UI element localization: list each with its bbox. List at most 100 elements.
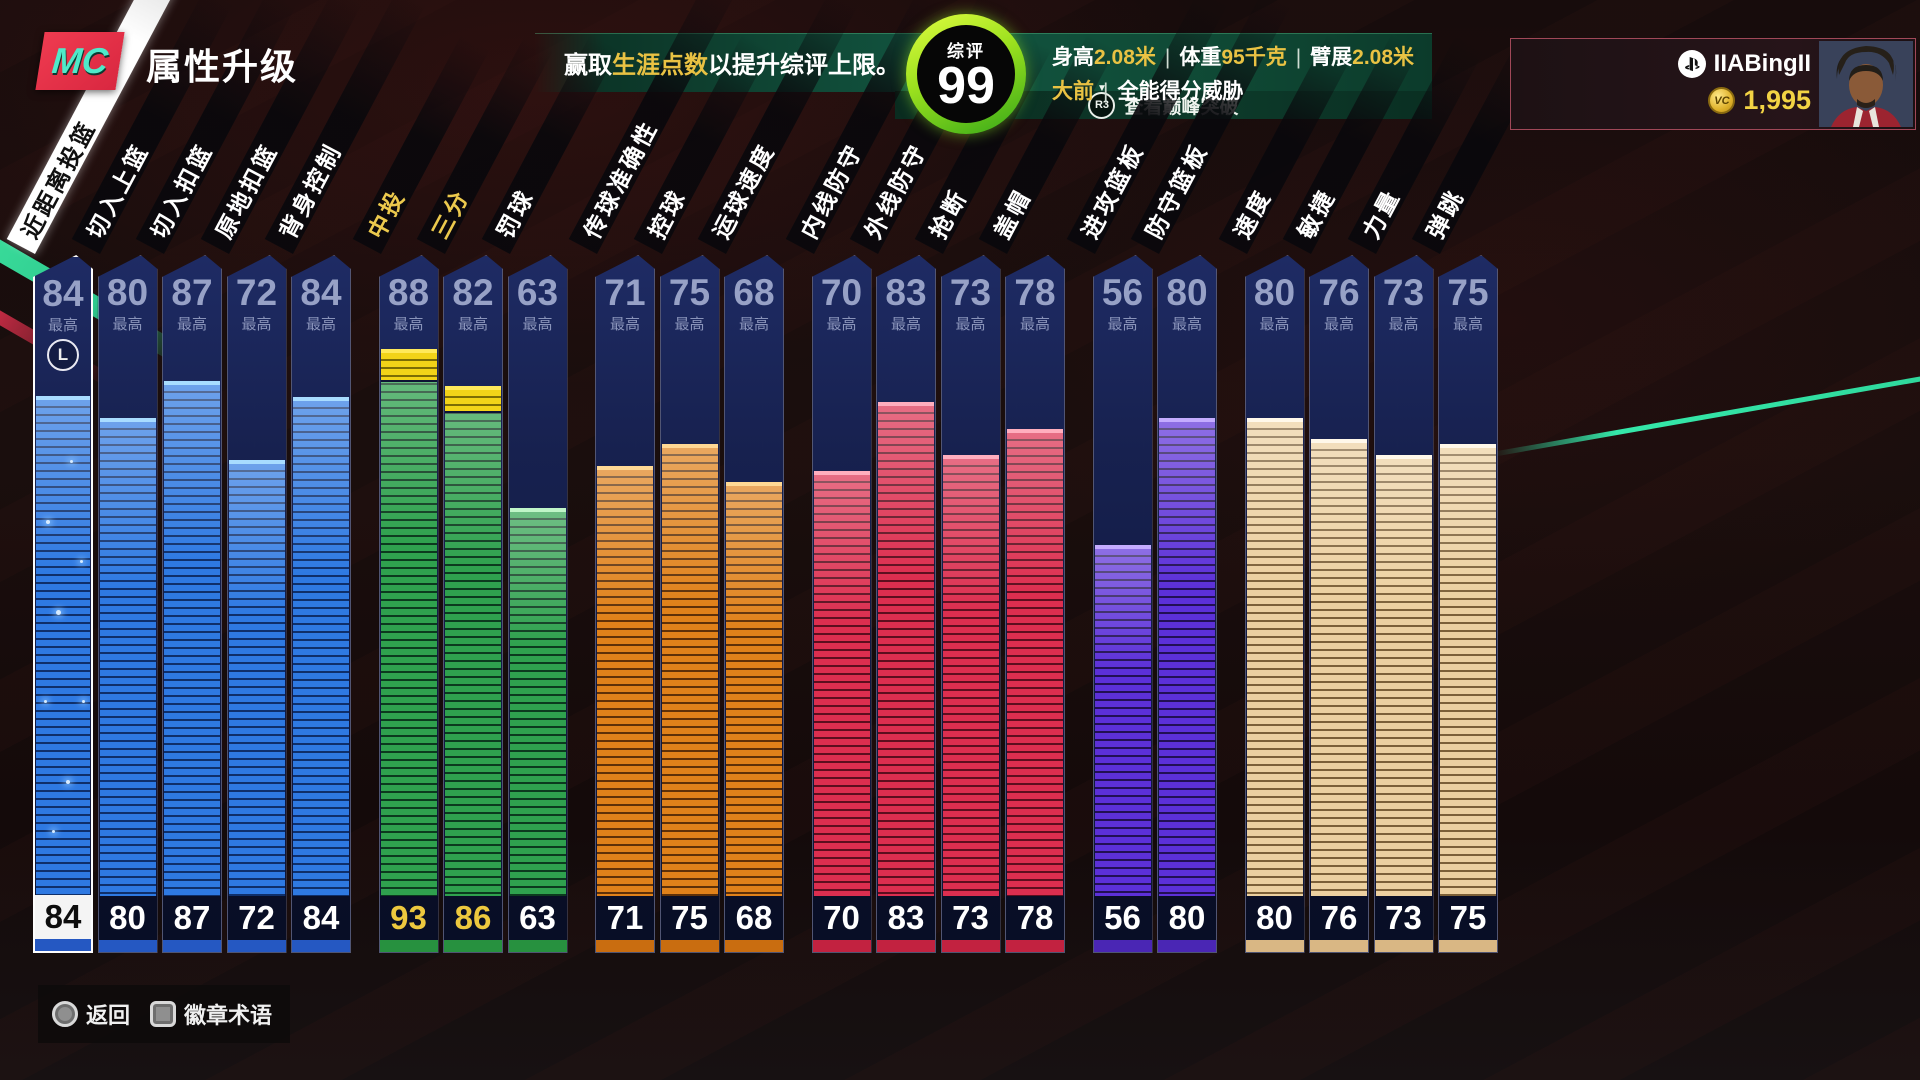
attribute-bar-fill xyxy=(813,471,870,896)
attribute-bar-track xyxy=(99,332,157,896)
attribute-panel: 71 最高 71 xyxy=(595,255,655,953)
attribute-bar-fill xyxy=(228,460,285,896)
attribute-panel: 75 最高 75 xyxy=(659,255,720,953)
attribute-base-strip xyxy=(163,940,221,952)
attribute-bar-fill xyxy=(380,349,437,896)
attribute-max-block: 88 最高 xyxy=(380,256,438,333)
attribute-max-value: 80 xyxy=(1253,272,1296,313)
attribute-panel-inner: 84 最高 84 xyxy=(292,256,350,952)
attribute-max-label: 最高 xyxy=(1388,316,1419,333)
attribute-max-label: 最高 xyxy=(1107,316,1138,333)
attribute-base-strip xyxy=(725,940,783,952)
player-name: IIABingII xyxy=(1713,50,1811,77)
attribute-max-value: 83 xyxy=(885,272,927,313)
sparkle-effect xyxy=(44,700,47,703)
attribute-current-value: 78 xyxy=(1006,896,1064,940)
attribute-bar-fill xyxy=(1159,418,1215,896)
attribute-label: 三分 xyxy=(426,184,475,243)
attribute-panel: 75 最高 75 xyxy=(1438,255,1498,953)
attribute-bar-track xyxy=(1246,332,1304,896)
attribute-bar-track xyxy=(877,332,935,896)
attribute-bar-fill xyxy=(726,482,782,896)
attribute-base-strip xyxy=(877,940,935,952)
attribute-bar-fill xyxy=(164,381,220,896)
badge-glossary-button[interactable]: 徽章术语 xyxy=(150,998,272,1030)
overall-rating-value: 99 xyxy=(937,56,995,115)
stat-value: 2.08米 xyxy=(1094,46,1156,69)
attribute-max-block: 87 最高 xyxy=(163,256,221,333)
attribute-bar-track xyxy=(1310,332,1368,896)
attribute-panel-inner: 56 最高 56 xyxy=(1093,256,1152,952)
footer-action-bar: 返回 徽章术语 xyxy=(38,985,290,1043)
attribute-max-block: 80 最高 xyxy=(99,256,157,333)
attribute-bar-track: L xyxy=(35,333,91,895)
attribute-current-value: 72 xyxy=(227,896,286,940)
attribute-max-block: 84 最高 xyxy=(35,257,91,334)
attribute-base-strip xyxy=(1439,940,1497,952)
attribute-base-strip xyxy=(1006,940,1064,952)
attribute-panel-inner: 83 最高 83 xyxy=(877,256,935,952)
attribute-panel: 88 最高 93 xyxy=(378,255,439,953)
attribute-panel: 56 最高 56 xyxy=(1092,255,1153,953)
attribute-panel-inner: 78 最高 78 xyxy=(1006,256,1064,952)
attribute-current-value: 87 xyxy=(163,896,221,940)
attribute-current-value: 73 xyxy=(941,896,1000,940)
attribute-max-value: 76 xyxy=(1318,272,1360,313)
attribute-max-block: 83 最高 xyxy=(877,256,935,333)
mc-logo: MC xyxy=(35,32,125,90)
attribute-current-value: 80 xyxy=(1158,896,1216,940)
attribute-max-value: 78 xyxy=(1014,272,1056,313)
attribute-base-strip xyxy=(1245,940,1304,952)
attribute-bar-track xyxy=(228,332,286,896)
attribute-label: 中投 xyxy=(362,184,410,243)
attribute-bar-fill xyxy=(597,466,653,896)
attribute-current-value: 70 xyxy=(812,896,871,940)
attribute-panel: 80 最高 80 xyxy=(97,255,158,953)
attribute-max-block: 73 最高 xyxy=(1375,256,1433,333)
attribute-bar-fill xyxy=(1094,545,1151,896)
attribute-bar-fill xyxy=(509,508,566,896)
sparkle-effect xyxy=(66,780,70,784)
attribute-max-label: 最高 xyxy=(738,316,769,333)
overall-rating-badge: 综评 99 xyxy=(906,14,1026,134)
attribute-max-block: 73 最高 xyxy=(942,256,1000,333)
attribute-max-value: 73 xyxy=(949,272,992,313)
attribute-bar-fill xyxy=(99,418,156,896)
hint-pre: 赢取 xyxy=(564,51,612,79)
attribute-bar-fill xyxy=(1311,439,1367,896)
attribute-bar-fill xyxy=(445,386,501,896)
attribute-panel: 84 最高 L 84 xyxy=(33,255,93,953)
attribute-max-value: 84 xyxy=(42,273,84,314)
attribute-max-value: 80 xyxy=(1166,272,1208,313)
attribute-base-strip xyxy=(596,940,654,952)
attribute-max-label: 最高 xyxy=(1452,316,1483,333)
attribute-max-value: 56 xyxy=(1101,272,1144,313)
attribute-max-value: 68 xyxy=(733,272,775,313)
attribute-max-value: 63 xyxy=(516,272,559,313)
sparkle-effect xyxy=(56,610,61,615)
sparkle-effect xyxy=(46,520,50,524)
circle-button-icon xyxy=(52,1001,78,1027)
attribute-panel: 70 最高 70 xyxy=(811,255,872,953)
attribute-bar-fill xyxy=(1246,418,1303,896)
back-button[interactable]: 返回 xyxy=(52,998,130,1030)
attribute-max-label: 最高 xyxy=(1323,316,1354,333)
stat-label: 体重 xyxy=(1179,46,1222,69)
player-position: 大前 xyxy=(1052,80,1094,103)
attribute-max-block: 80 最高 xyxy=(1246,256,1304,333)
attribute-bar-track xyxy=(444,332,502,896)
player-stats-line1: 身高2.08米 | 体重95千克 | 臂展2.08米 xyxy=(1052,41,1414,71)
attribute-current-value: 76 xyxy=(1310,896,1368,940)
attribute-current-value: 56 xyxy=(1093,896,1152,940)
attribute-bar-track xyxy=(509,332,567,896)
attribute-bar-fill xyxy=(1375,455,1432,896)
attribute-max-value: 73 xyxy=(1382,272,1425,313)
mc-logo-text: MC xyxy=(50,40,110,81)
player-stats-line2: 大前 | 全能得分威胁 xyxy=(1052,75,1414,105)
attribute-panel: 72 最高 72 xyxy=(226,255,287,953)
stat-label: 身高 xyxy=(1052,46,1094,69)
attribute-panel-inner: 72 最高 72 xyxy=(227,256,286,952)
hint-post: 以提升综评上限。 xyxy=(708,51,900,79)
attribute-base-strip xyxy=(292,940,350,952)
attribute-base-strip xyxy=(98,940,157,952)
